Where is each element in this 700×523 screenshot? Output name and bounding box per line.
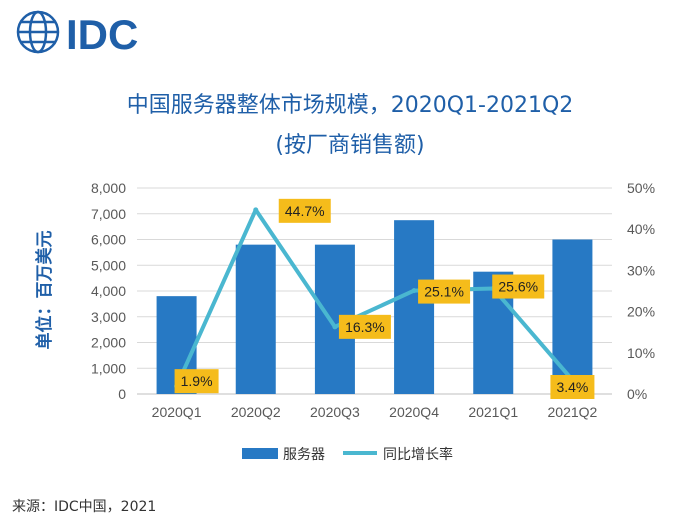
legend-swatch-bar — [242, 448, 278, 459]
x-tick-label: 2021Q1 — [468, 404, 518, 420]
legend: 服务器 同比增长率 — [242, 446, 453, 463]
y-tick-label: 8,000 — [91, 180, 126, 196]
axis-ticks: 0 1,000 2,000 3,000 4,000 5,000 6,000 7,000 8,00… — [91, 180, 655, 420]
data-label: 44.7% — [285, 203, 325, 219]
y-tick-label: 6,000 — [91, 232, 126, 248]
data-label-bg — [418, 279, 471, 304]
y-axis-label: 单位：百万美元 — [34, 231, 55, 350]
y-tick-label: 4,000 — [91, 283, 126, 299]
idc-logo: IDC — [16, 10, 138, 56]
data-label: 25.6% — [498, 279, 538, 295]
x-tick-label: 2020Q3 — [310, 404, 360, 420]
data-labels: 1.9% 44.7% 16.3% 25.1% 25.6% 3.4% — [174, 198, 595, 399]
chart-subtitle: (按厂商销售额) — [275, 133, 424, 158]
legend-label-bar: 服务器 — [283, 447, 325, 463]
line-point — [332, 324, 338, 330]
y-tick-label: 2,000 — [91, 335, 126, 351]
data-label-bg — [338, 314, 391, 339]
growth-line — [174, 207, 575, 389]
data-label: 16.3% — [345, 319, 385, 335]
data-label-bg — [174, 369, 219, 394]
y-tick-label: 7,000 — [91, 206, 126, 222]
y-tick-label: 1,000 — [91, 360, 126, 376]
data-label-bg — [550, 374, 595, 399]
source-note: 来源：IDC中国，2021 — [12, 499, 157, 515]
bar — [394, 220, 435, 394]
y2-tick-label: 10% — [627, 345, 655, 361]
y2-tick-label: 40% — [627, 221, 655, 237]
data-label: 25.1% — [424, 284, 464, 300]
x-tick-label: 2020Q1 — [152, 404, 202, 420]
data-label: 1.9% — [181, 373, 213, 389]
line-point — [411, 288, 417, 294]
globe-icon — [16, 10, 60, 54]
y2-tick-label: 30% — [627, 262, 655, 278]
legend-label-line: 同比增长率 — [383, 446, 453, 463]
line-point — [253, 207, 259, 213]
data-label-bg — [278, 198, 331, 223]
logo-text: IDC — [66, 11, 138, 56]
y-tick-label: 3,000 — [91, 309, 126, 325]
x-tick-label: 2021Q2 — [548, 404, 598, 420]
y2-tick-label: 50% — [627, 180, 655, 196]
y2-tick-label: 0% — [627, 386, 647, 402]
bar — [552, 239, 593, 394]
y-tick-label: 0 — [118, 386, 126, 402]
data-label-bg — [492, 274, 545, 299]
bar — [235, 244, 276, 394]
y2-tick-label: 20% — [627, 304, 655, 320]
x-tick-label: 2020Q2 — [231, 404, 281, 420]
x-tick-label: 2020Q4 — [389, 404, 439, 420]
data-label: 3.4% — [556, 379, 588, 395]
y-tick-label: 5,000 — [91, 257, 126, 273]
chart-title: 中国服务器整体市场规模，2020Q1-2021Q2 — [127, 93, 574, 118]
